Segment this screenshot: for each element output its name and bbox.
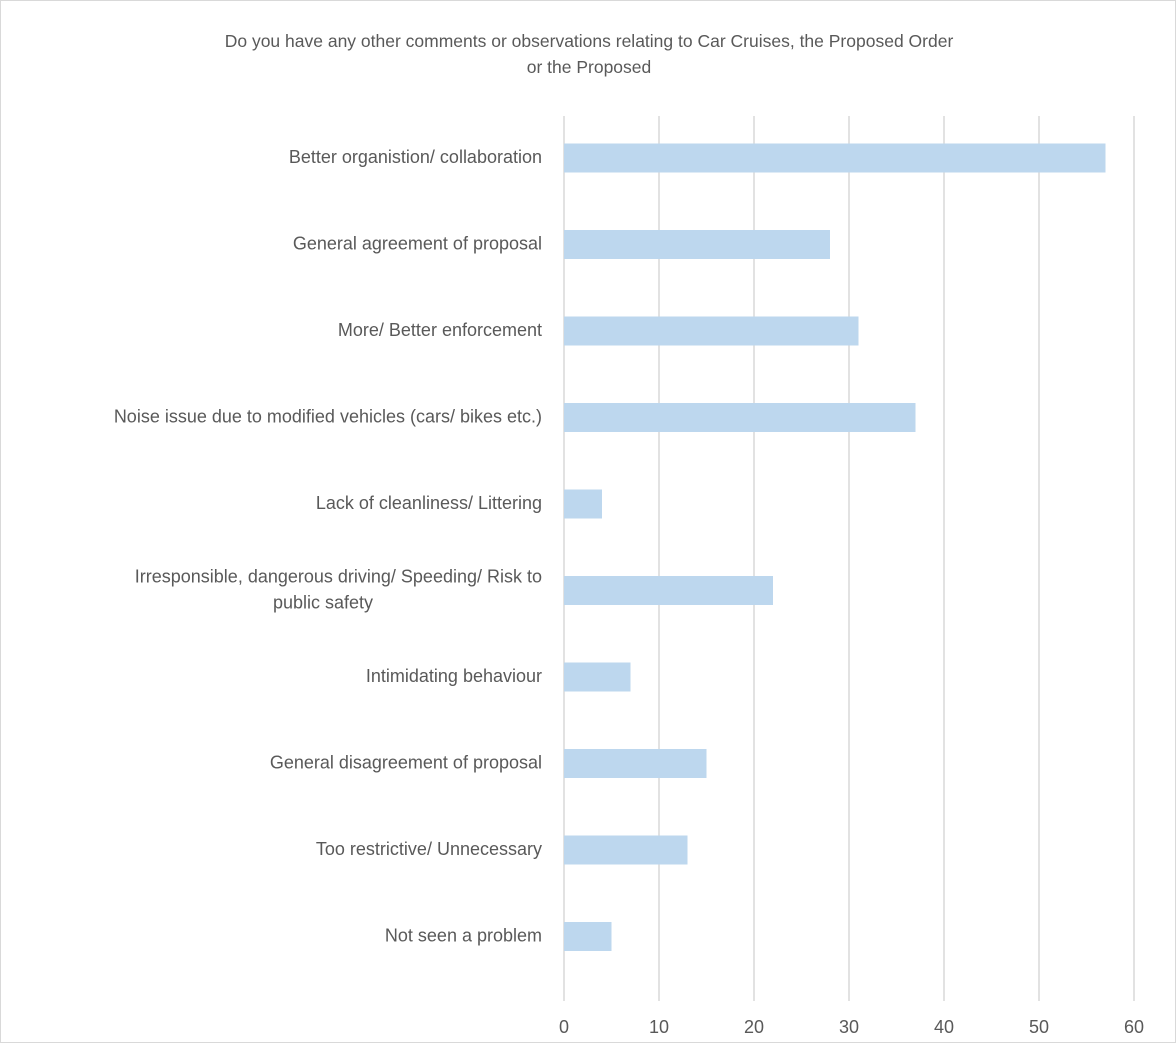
chart-title-line-1: Do you have any other comments or observ… (224, 31, 954, 51)
category-label-1: General agreement of proposal (293, 233, 542, 253)
x-tick-label-6: 60 (1124, 1017, 1144, 1037)
bar-0 (564, 143, 1106, 173)
category-label-5-line-1: public safety (273, 592, 373, 612)
x-tick-label-2: 20 (744, 1017, 764, 1037)
bar-1 (564, 230, 830, 259)
bar-3 (564, 403, 916, 432)
category-label-6: Intimidating behaviour (366, 666, 542, 686)
x-tick-label-1: 10 (649, 1017, 669, 1037)
category-label-0: Better organistion/ collaboration (289, 147, 542, 167)
category-label-7: General disagreement of proposal (270, 752, 542, 772)
bar-7 (564, 749, 707, 778)
category-label-3: Noise issue due to modified vehicles (ca… (114, 406, 542, 426)
category-label-8: Too restrictive/ Unnecessary (316, 839, 542, 859)
x-tick-label-3: 30 (839, 1017, 859, 1037)
bar-6 (564, 662, 631, 692)
chart-title-line-2: or the Proposed (526, 57, 652, 77)
chart-title: Do you have any other comments or observ… (1, 28, 1176, 80)
bar-9 (564, 922, 612, 951)
category-label-4: Lack of cleanliness/ Littering (316, 493, 542, 513)
x-tick-label-4: 40 (934, 1017, 954, 1037)
x-tick-label-0: 0 (559, 1017, 569, 1037)
category-label-9: Not seen a problem (385, 925, 542, 945)
x-tick-label-5: 50 (1029, 1017, 1049, 1037)
bar-5 (564, 576, 773, 605)
category-label-2: More/ Better enforcement (338, 320, 542, 340)
category-label-5-line-0: Irresponsible, dangerous driving/ Speedi… (135, 566, 542, 586)
bar-4 (564, 489, 602, 519)
bar-2 (564, 316, 859, 346)
bar-8 (564, 835, 688, 865)
